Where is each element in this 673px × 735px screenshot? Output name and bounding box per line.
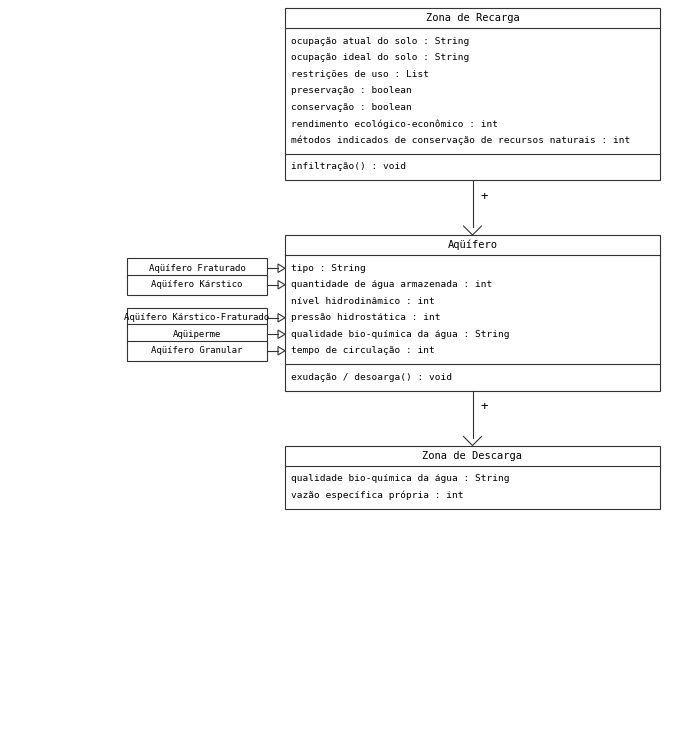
Text: qualidade bio-química da água : String: qualidade bio-química da água : String <box>291 330 509 339</box>
Text: preservação : boolean: preservação : boolean <box>291 86 412 96</box>
Text: nível hidrodinâmico : int: nível hidrodinâmico : int <box>291 297 435 306</box>
Text: tipo : String: tipo : String <box>291 264 365 273</box>
Bar <box>285 235 660 390</box>
Bar <box>127 308 267 328</box>
Bar <box>127 324 267 344</box>
Text: quantidade de água armazenada : int: quantidade de água armazenada : int <box>291 280 492 290</box>
Text: Aqüiperme: Aqüiperme <box>173 330 221 339</box>
Text: Aqüífero: Aqüífero <box>448 240 497 250</box>
Text: tempo de circulação : int: tempo de circulação : int <box>291 346 435 355</box>
Text: ocupação ideal do solo : String: ocupação ideal do solo : String <box>291 53 469 62</box>
Text: Zona de Recarga: Zona de Recarga <box>425 13 520 23</box>
Text: infiltração() : void: infiltração() : void <box>291 162 406 171</box>
Text: Aqüífero Granular: Aqüífero Granular <box>151 346 243 355</box>
Text: Aqüífero Kárstico-Fraturado: Aqüífero Kárstico-Fraturado <box>125 313 270 322</box>
Text: rendimento ecológico-econômico : int: rendimento ecológico-econômico : int <box>291 119 498 129</box>
Bar <box>127 258 267 279</box>
Bar <box>127 275 267 295</box>
Text: Zona de Descarga: Zona de Descarga <box>423 451 522 461</box>
Text: +: + <box>481 400 488 413</box>
Text: +: + <box>481 190 488 203</box>
Text: vazão específica própria : int: vazão específica própria : int <box>291 490 464 500</box>
Text: métodos indicados de conservação de recursos naturais : int: métodos indicados de conservação de recu… <box>291 135 630 145</box>
Text: ocupação atual do solo : String: ocupação atual do solo : String <box>291 37 469 46</box>
Text: exudação / desoarga() : void: exudação / desoarga() : void <box>291 373 452 381</box>
Bar <box>285 8 660 180</box>
Text: conservação : boolean: conservação : boolean <box>291 103 412 112</box>
Text: Aqüífero Fraturado: Aqüífero Fraturado <box>149 264 246 273</box>
Text: pressão hidrostática : int: pressão hidrostática : int <box>291 313 441 322</box>
Bar <box>127 341 267 361</box>
Bar <box>285 445 660 509</box>
Text: restrições de uso : List: restrições de uso : List <box>291 70 429 79</box>
Text: Aqüífero Kárstico: Aqüífero Kárstico <box>151 280 243 290</box>
Text: qualidade bio-química da água : String: qualidade bio-química da água : String <box>291 474 509 483</box>
